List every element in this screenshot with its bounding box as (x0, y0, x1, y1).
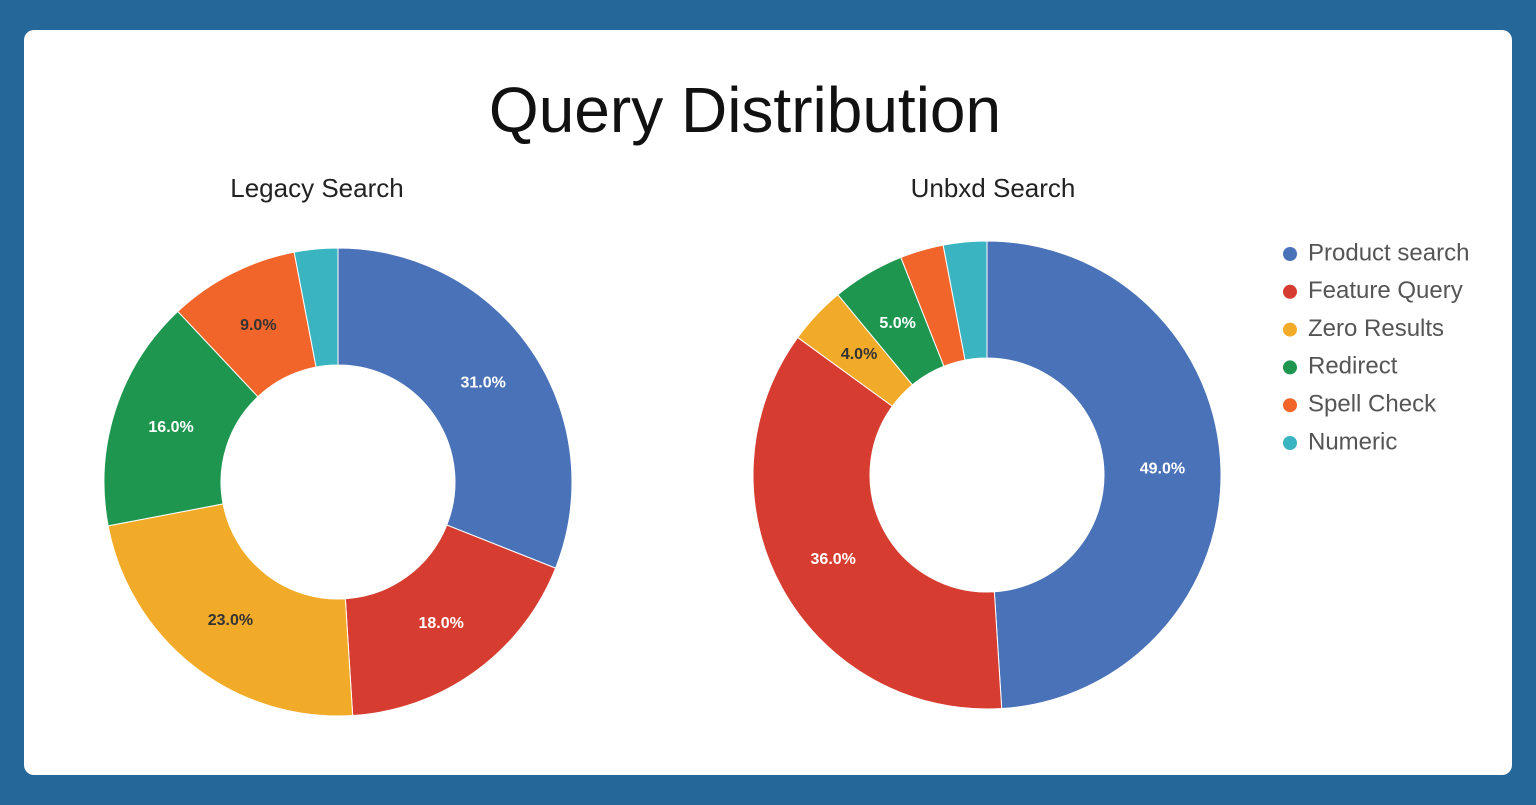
value-label: 16.0% (148, 419, 193, 436)
donut-slice (986, 240, 1222, 710)
value-label: 23.0% (208, 612, 253, 629)
legend-label: Feature Query (1308, 277, 1463, 304)
legend-swatch (1283, 322, 1297, 337)
legend-label: Redirect (1308, 353, 1398, 380)
chart-title: Unbxd Search (911, 173, 1076, 203)
legend-label: Product search (1308, 239, 1469, 266)
value-label: 5.0% (879, 315, 915, 332)
donut-slice (942, 240, 988, 361)
value-label: 31.0% (460, 375, 505, 392)
value-label: 9.0% (240, 317, 276, 334)
value-label: 4.0% (841, 346, 877, 363)
legend-label: Zero Results (1308, 315, 1444, 342)
value-label: 36.0% (811, 551, 856, 568)
legend-swatch (1283, 398, 1297, 413)
legend-swatch (1283, 436, 1297, 450)
legend-swatch (1283, 360, 1297, 375)
donut-slice (107, 503, 354, 717)
legend-label: Numeric (1308, 428, 1397, 455)
main-title: Query Distribution (489, 74, 1001, 146)
chart-title: Legacy Search (230, 173, 403, 203)
donut-slice (337, 247, 573, 569)
value-label: 49.0% (1140, 461, 1185, 478)
donut-slice (752, 336, 1003, 710)
donut-slice (103, 310, 259, 527)
legend-swatch (1283, 247, 1297, 261)
value-label: 18.0% (418, 615, 463, 632)
legend-swatch (1283, 284, 1297, 299)
donut-slice (344, 524, 557, 717)
legend-label: Spell Check (1308, 391, 1437, 418)
donut-slice (293, 247, 339, 368)
